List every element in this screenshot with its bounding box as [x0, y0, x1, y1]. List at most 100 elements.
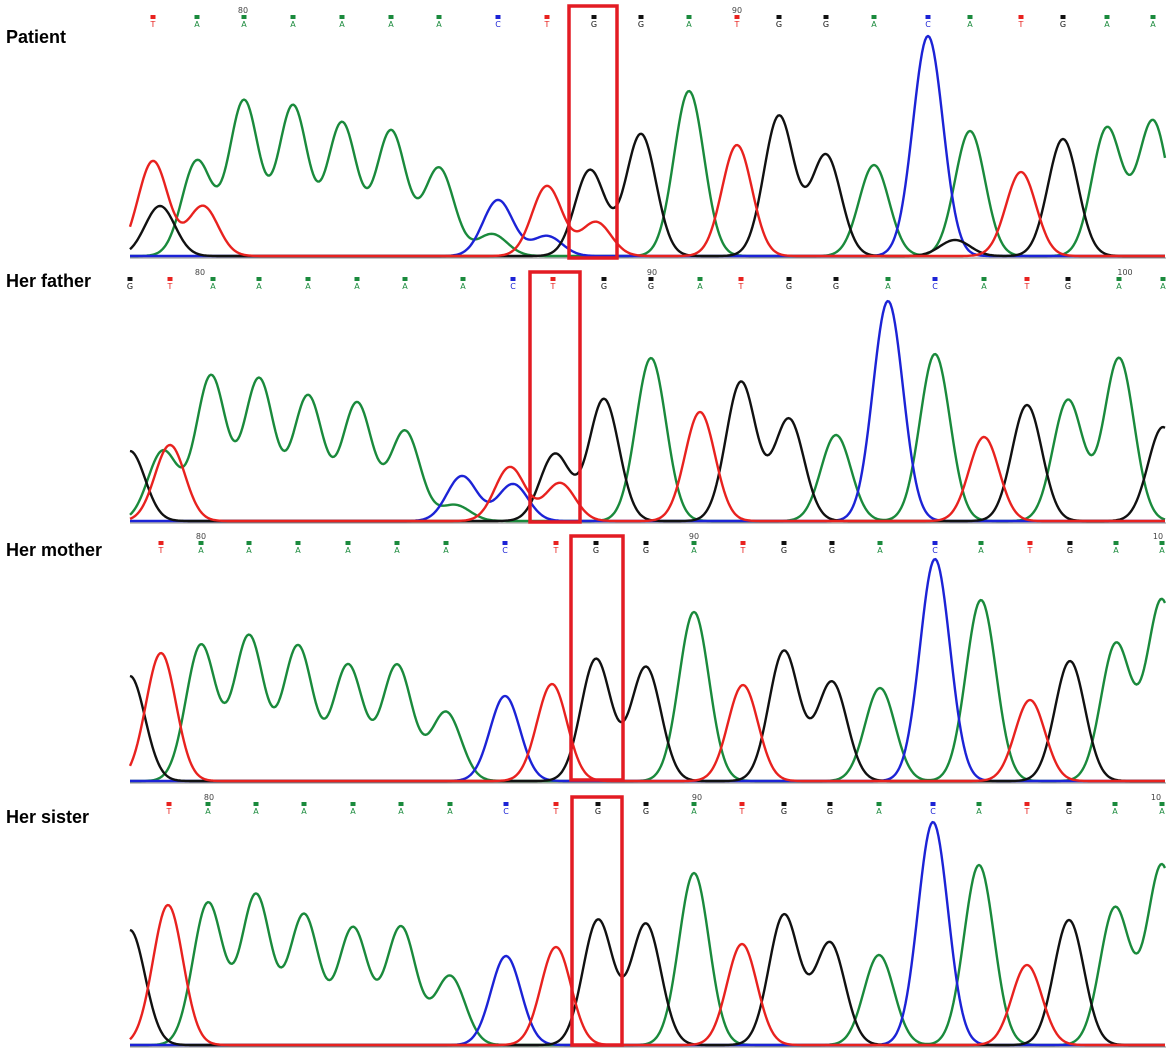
trace-C — [130, 299, 1165, 523]
base-call-letter: A — [877, 546, 883, 555]
base-call-letter: A — [460, 282, 466, 291]
base-call-marker — [643, 802, 649, 806]
base-call-letter: G — [781, 807, 787, 816]
base-call-marker — [930, 802, 936, 806]
base-call-marker — [591, 15, 597, 19]
position-label: 10 — [1153, 532, 1163, 541]
base-call-marker — [981, 277, 987, 281]
position-label: 80 — [204, 793, 214, 802]
base-call-marker — [877, 541, 883, 545]
trace-T — [128, 651, 1165, 783]
base-call-letter: C — [930, 807, 936, 816]
trace-A — [130, 597, 1167, 783]
base-call-letter: G — [593, 546, 599, 555]
base-call-letter: T — [150, 20, 156, 29]
mutation-highlight-box — [528, 270, 582, 524]
base-call-marker — [210, 277, 216, 281]
base-call-letter: T — [553, 546, 559, 555]
base-call-marker — [976, 802, 982, 806]
base-call-marker — [978, 541, 984, 545]
base-call-marker — [885, 277, 891, 281]
position-label: 100 — [1117, 268, 1132, 277]
base-call-marker — [436, 15, 442, 19]
base-call-marker — [1112, 802, 1118, 806]
base-call-marker — [1024, 802, 1030, 806]
base-call-marker — [638, 15, 644, 19]
base-call-marker — [460, 277, 466, 281]
base-call-marker — [503, 802, 509, 806]
mutation-highlight-box — [569, 534, 625, 782]
base-call-marker — [253, 802, 259, 806]
position-label: 80 — [238, 6, 248, 15]
base-call-marker — [776, 15, 782, 19]
base-call-letter: A — [402, 282, 408, 291]
base-call-marker — [158, 541, 164, 545]
base-call-letter: A — [976, 807, 982, 816]
base-call-marker — [166, 802, 172, 806]
base-call-marker — [345, 541, 351, 545]
base-call-letter: A — [1159, 807, 1165, 816]
base-call-marker — [827, 802, 833, 806]
base-call-marker — [781, 541, 787, 545]
base-call-letter: G — [595, 807, 601, 816]
base-call-marker — [205, 802, 211, 806]
panel-patient: Patient 80 90 T A A A A A A C T G G A T G G A C A T G A A — [6, 4, 1167, 260]
base-call-letter: T — [550, 282, 556, 291]
base-call-marker — [167, 277, 173, 281]
base-call-marker — [1066, 802, 1072, 806]
trace-C — [130, 820, 1165, 1047]
base-call-marker — [246, 541, 252, 545]
base-call-letter: A — [1104, 20, 1110, 29]
base-call-letter: C — [510, 282, 516, 291]
base-call-letter: C — [925, 20, 931, 29]
base-call-letter: G — [601, 282, 607, 291]
base-call-letter: A — [443, 546, 449, 555]
base-call-letter: G — [827, 807, 833, 816]
base-call-letter: T — [1024, 807, 1030, 816]
base-call-marker — [1160, 277, 1166, 281]
base-call-letter: G — [643, 546, 649, 555]
base-call-letter: T — [166, 807, 172, 816]
base-call-letter: A — [876, 807, 882, 816]
base-call-marker — [691, 802, 697, 806]
base-call-letter: A — [1113, 546, 1119, 555]
base-call-marker — [301, 802, 307, 806]
base-call-marker — [593, 541, 599, 545]
base-call-letter: G — [1066, 807, 1072, 816]
base-call-marker — [1065, 277, 1071, 281]
base-call-marker — [1060, 15, 1066, 19]
base-call-marker — [150, 15, 156, 19]
base-call-marker — [305, 277, 311, 281]
base-call-letter: G — [833, 282, 839, 291]
base-call-letter: T — [734, 20, 740, 29]
base-call-marker — [925, 15, 931, 19]
base-call-marker — [443, 541, 449, 545]
base-call-letter: A — [305, 282, 311, 291]
trace-A — [130, 89, 1167, 258]
base-call-letter: A — [339, 20, 345, 29]
base-call-letter: A — [398, 807, 404, 816]
position-label: 80 — [196, 532, 206, 541]
trace-T — [129, 410, 1165, 523]
base-call-letter: G — [1060, 20, 1066, 29]
base-call-letter: G — [781, 546, 787, 555]
base-call-marker — [1159, 541, 1165, 545]
trace-A — [130, 862, 1167, 1047]
base-call-letter: A — [1116, 282, 1122, 291]
base-call-marker — [544, 15, 550, 19]
base-call-letter: T — [740, 546, 746, 555]
position-label: 90 — [692, 793, 702, 802]
base-call-marker — [738, 277, 744, 281]
base-call-letter: G — [643, 807, 649, 816]
base-call-marker — [550, 277, 556, 281]
base-call-marker — [697, 277, 703, 281]
base-call-letter: A — [691, 807, 697, 816]
trace-T — [128, 143, 1165, 258]
base-call-marker — [295, 541, 301, 545]
base-call-letter: T — [158, 546, 164, 555]
panel-mother: Her mother 80 90 10 T A A A A A A C T G G A T G G A C A T G A A — [6, 532, 1167, 784]
position-label: 90 — [689, 532, 699, 541]
base-call-letter: T — [167, 282, 173, 291]
base-call-letter: A — [1150, 20, 1156, 29]
base-call-letter: T — [553, 807, 559, 816]
